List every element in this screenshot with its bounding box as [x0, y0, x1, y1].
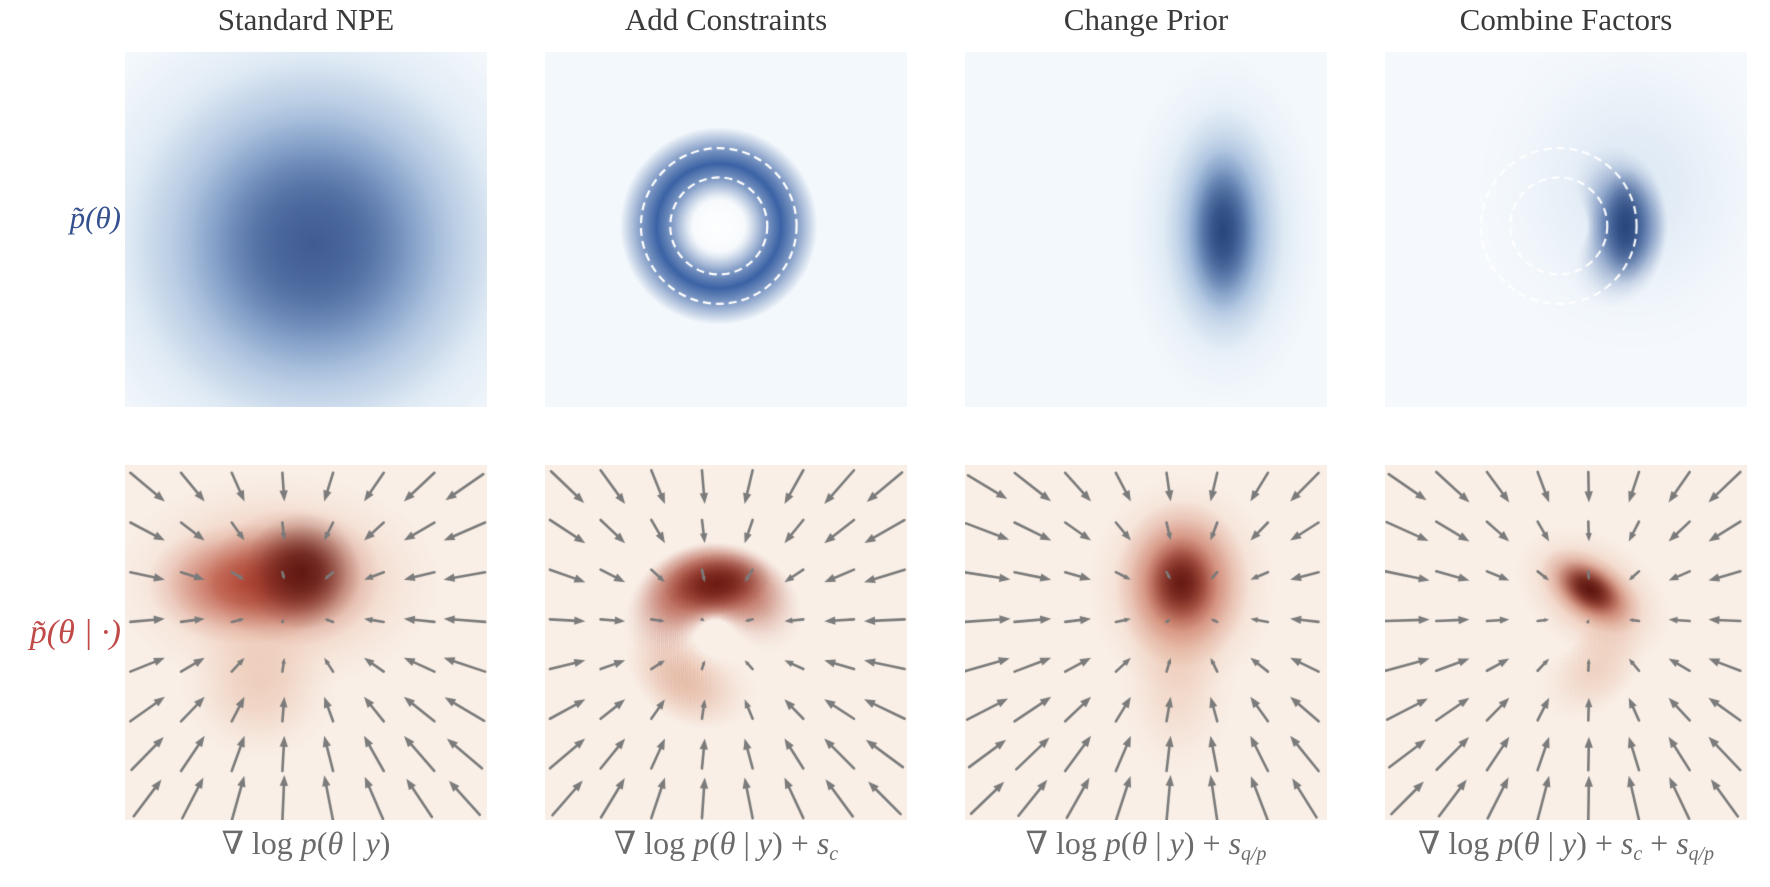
panel-prior-combine-factors	[1385, 52, 1747, 407]
column-title-change-prior: Change Prior	[1063, 2, 1229, 37]
panel-posterior-standard-npe	[125, 465, 487, 820]
row-label-prior: p̃(θ)	[69, 200, 121, 235]
panel-prior-change-prior	[965, 52, 1327, 407]
caption-standard-npe: ∇ log p(θ | y)	[221, 825, 391, 861]
panel-prior-add-constraints	[545, 52, 907, 407]
caption-add-constraints: ∇ log p(θ | y) + sc	[613, 825, 839, 865]
column-title-add-constraints: Add Constraints	[624, 2, 828, 37]
panel-posterior-change-prior	[965, 465, 1327, 820]
panel-prior-standard-npe	[125, 52, 487, 407]
caption-combine-factors: ∇ log p(θ | y) + sc + sq/p	[1417, 825, 1715, 865]
column-title-standard-npe: Standard NPE	[217, 2, 395, 37]
column-title-combine-factors: Combine Factors	[1459, 2, 1673, 37]
panel-posterior-add-constraints	[545, 465, 907, 820]
panel-posterior-combine-factors	[1385, 465, 1747, 820]
caption-change-prior: ∇ log p(θ | y) + sq/p	[1025, 825, 1267, 865]
row-label-posterior: p̃(θ | ·)	[29, 614, 121, 651]
